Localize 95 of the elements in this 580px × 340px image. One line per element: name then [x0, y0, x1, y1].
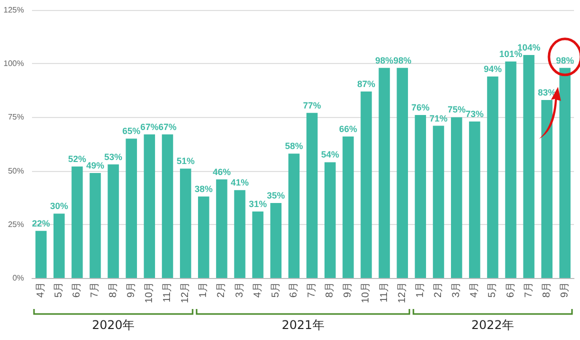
x-tick-label: 6月 [72, 282, 83, 298]
x-tick-label: 1月 [414, 282, 426, 298]
bar [487, 76, 498, 278]
bar [523, 55, 534, 278]
x-tick-label: 3月 [451, 282, 462, 298]
x-tick-label: 5月 [54, 282, 65, 298]
data-label: 75% [448, 104, 466, 115]
x-tick-label: 7月 [523, 282, 534, 298]
y-tick-label: 125% [4, 6, 24, 14]
bar [216, 179, 228, 278]
data-label: 46% [212, 166, 231, 177]
x-tick-label: 2月 [216, 282, 228, 298]
data-label: 67% [158, 122, 177, 132]
data-label: 87% [357, 78, 376, 89]
data-label: 71% [429, 113, 448, 124]
text: 2020年 [92, 317, 135, 334]
data-label: 41% [230, 178, 249, 188]
text: 2022年 [471, 317, 514, 334]
data-label: 52% [68, 154, 86, 164]
data-label: 94% [484, 64, 502, 74]
x-tick-label: 7月 [306, 282, 318, 298]
data-label: 65% [122, 126, 140, 136]
x-tick-label: 12月 [396, 282, 408, 304]
data-label: 22% [32, 218, 50, 228]
x-tick-label: 12月 [180, 282, 192, 304]
bar [54, 214, 65, 278]
bar [342, 136, 354, 278]
x-tick-label: 10月 [360, 282, 372, 304]
y-tick-label: 25% [8, 220, 24, 229]
x-tick-label: 4月 [469, 282, 480, 298]
bar [198, 196, 210, 278]
bar [144, 134, 156, 278]
x-tick-label: 9月 [559, 282, 570, 298]
x-tick-label: 3月 [234, 282, 246, 298]
x-tick-label: 1月 [198, 282, 210, 298]
bar [450, 117, 462, 278]
data-label: 54% [321, 150, 340, 160]
data-label: 98% [556, 55, 574, 66]
data-label: 66% [339, 124, 358, 134]
bar [396, 68, 408, 278]
bar [360, 91, 372, 278]
x-tick-label: 6月 [288, 282, 300, 298]
x-tick-label: 8月 [541, 282, 552, 298]
bar [108, 164, 119, 278]
data-label: 30% [50, 201, 68, 212]
bar [35, 230, 47, 278]
x-tick-label: 6月 [505, 282, 516, 298]
bar [414, 115, 426, 278]
bar [162, 134, 174, 278]
bar [505, 61, 516, 278]
data-label: 98% [393, 55, 412, 66]
bar [180, 168, 192, 278]
bar [252, 212, 264, 278]
y-tick-label: 75% [8, 112, 24, 122]
data-label: 58% [284, 141, 303, 152]
x-tick-label: 9月 [126, 282, 137, 298]
x-tick-label: 5月 [487, 282, 498, 298]
bar [234, 190, 246, 278]
data-label: 98% [375, 55, 394, 66]
x-tick-label: 4月 [252, 282, 264, 298]
bar [306, 112, 318, 278]
bar [270, 202, 282, 278]
x-tick-label: 11月 [162, 282, 173, 302]
text: 2021年 [282, 317, 324, 334]
x-tick-label: 11月 [378, 282, 390, 302]
x-tick-label: 5月 [270, 282, 282, 298]
data-label: 51% [176, 156, 195, 166]
data-label: 35% [266, 190, 285, 200]
bar [432, 126, 444, 278]
x-tick-label: 9月 [342, 282, 354, 298]
y-tick-label: 100% [4, 59, 24, 68]
data-label: 53% [104, 152, 122, 162]
x-tick-label: 7月 [90, 282, 101, 298]
x-tick-label: 8月 [324, 282, 336, 298]
y-tick-label: 0% [12, 274, 24, 282]
bar [126, 138, 137, 278]
x-tick-label: 4月 [36, 282, 47, 298]
data-label: 73% [466, 108, 484, 119]
y-tick-label: 50% [8, 166, 24, 176]
data-label: 67% [140, 122, 158, 132]
data-label: 76% [411, 102, 430, 113]
data-label: 38% [194, 184, 213, 194]
data-label: 77% [303, 100, 322, 110]
data-label: 31% [248, 199, 267, 210]
bar [324, 162, 336, 278]
bar [469, 121, 480, 278]
bar [559, 68, 571, 278]
bar [378, 68, 390, 278]
bar [72, 166, 83, 278]
x-tick-label: 8月 [108, 282, 119, 298]
bar [288, 154, 300, 278]
bar [90, 172, 101, 278]
x-tick-label: 10月 [144, 282, 155, 304]
data-label: 49% [86, 160, 104, 170]
x-tick-label: 2月 [433, 282, 444, 298]
